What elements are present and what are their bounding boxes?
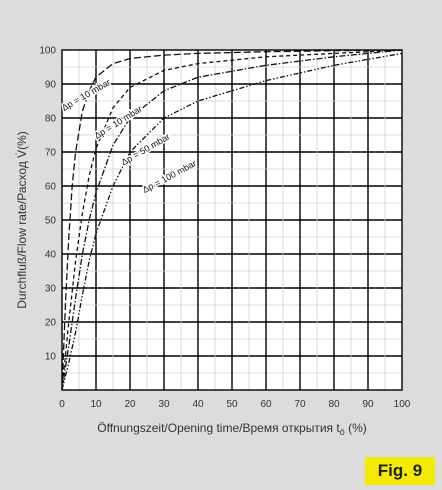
x-axis-title-main: Öffnungszeit/Opening time/Время открытия… <box>97 421 340 435</box>
y-tick-label: 80 <box>45 114 57 125</box>
x-tick-label: 50 <box>226 399 238 410</box>
x-axis-title: Öffnungszeit/Opening time/Время открытия… <box>97 421 366 437</box>
y-tick-label: 90 <box>45 80 57 91</box>
x-tick-label: 40 <box>192 399 204 410</box>
series-line-4 <box>61 52 403 391</box>
series-line-1 <box>61 49 403 391</box>
series-lines <box>61 49 403 391</box>
series-line-3 <box>61 49 403 391</box>
x-tick-label: 90 <box>362 399 374 410</box>
x-tick-label: 80 <box>328 399 340 410</box>
x-tick-label: 70 <box>294 399 306 410</box>
x-tick-label: 30 <box>158 399 170 410</box>
y-tick-label: 100 <box>39 46 56 57</box>
figure-number-badge: Fig. 9 <box>365 457 435 485</box>
y-tick-label: 10 <box>45 352 57 363</box>
y-axis-title: Durchfluß/Flow rate/Расход V̇(%) <box>15 131 29 309</box>
x-axis-title-unit: (%) <box>345 421 367 435</box>
y-tick-label: 20 <box>45 318 57 329</box>
y-tick-label: 50 <box>45 216 57 227</box>
plot-frame <box>61 49 403 391</box>
y-tick-label: 70 <box>45 148 57 159</box>
x-tick-label: 10 <box>90 399 102 410</box>
series-line-2 <box>61 49 403 391</box>
x-axis-title-subscript: ö <box>340 427 345 437</box>
axis-ticks: 0 10 20 30 40 50 60 70 80 90 100 10 20 30 40 50 60 70 80 90… <box>39 46 410 411</box>
plot-grid <box>62 50 402 390</box>
y-tick-label: 30 <box>45 284 57 295</box>
x-tick-label: 60 <box>260 399 272 410</box>
x-tick-label: 20 <box>124 399 136 410</box>
y-tick-label: 40 <box>45 250 57 261</box>
x-tick-label: 100 <box>394 399 411 410</box>
x-tick-label: 0 <box>59 399 65 410</box>
y-tick-label: 60 <box>45 182 57 193</box>
